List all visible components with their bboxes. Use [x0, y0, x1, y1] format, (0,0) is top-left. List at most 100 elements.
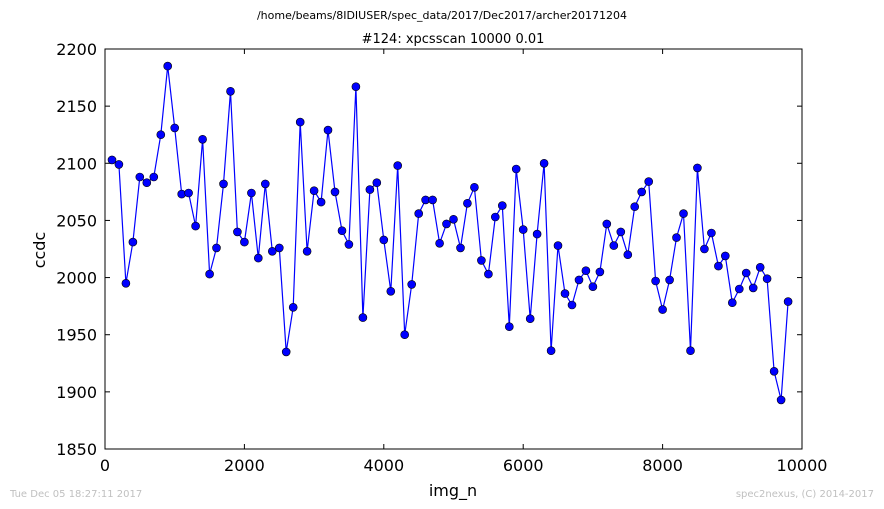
data-point-6	[149, 172, 159, 182]
y-axis-label: ccdc	[30, 232, 49, 269]
data-point-63	[546, 346, 556, 356]
data-point-22	[260, 179, 270, 189]
x-axis: 0 2000 4000 6000 8000 10000	[100, 49, 828, 475]
data-point-53	[477, 256, 486, 265]
data-point-71	[602, 219, 612, 229]
data-point-27	[295, 117, 305, 127]
footer-timestamp: Tue Dec 05 18:27:11 2017	[10, 489, 143, 500]
data-point-11	[184, 188, 193, 198]
data-point-79	[658, 305, 667, 314]
data-point-9	[170, 123, 179, 133]
data-point-62	[539, 159, 549, 168]
data-point-95	[769, 366, 779, 376]
data-point-37	[365, 185, 375, 194]
data-point-51	[463, 199, 472, 208]
data-point-57	[504, 322, 514, 332]
chart-suptitle: /home/beams/8IDIUSER/spec_data/2017/Dec2…	[257, 9, 627, 22]
data-point-32	[330, 187, 340, 197]
data-point-96	[776, 395, 786, 405]
data-point-33	[337, 226, 347, 235]
y-tick-label-5: 2100	[56, 154, 97, 173]
y-tick-label-4: 2050	[56, 211, 97, 230]
data-point-7	[156, 130, 166, 139]
data-point-48	[442, 219, 451, 229]
data-point-18	[233, 227, 242, 237]
data-point-68	[581, 266, 591, 276]
data-point-8	[163, 61, 172, 71]
data-point-61	[532, 229, 542, 239]
data-point-42	[400, 330, 410, 340]
data-point-52	[470, 183, 479, 192]
data-point-41	[393, 161, 403, 170]
data-point-56	[497, 201, 507, 210]
data-point-88	[720, 251, 730, 261]
data-point-38	[372, 178, 382, 187]
y-tick-label-6: 2150	[56, 97, 97, 116]
x-tick-label-5: 10000	[777, 456, 828, 475]
y-tick-label-3: 2000	[56, 269, 97, 288]
data-point-25	[281, 347, 291, 357]
data-point-34	[344, 240, 354, 249]
data-point-58	[511, 164, 521, 174]
data-point-82	[679, 209, 688, 218]
data-point-55	[490, 212, 500, 222]
data-point-46	[428, 195, 437, 205]
data-point-69	[588, 282, 598, 292]
data-point-43	[407, 280, 417, 289]
x-tick-label-0: 0	[100, 456, 110, 475]
x-tick-label-1: 2000	[224, 456, 265, 475]
data-point-74	[623, 250, 633, 259]
data-point-59	[518, 225, 528, 234]
data-point-17	[226, 87, 235, 96]
data-point-2	[121, 278, 131, 288]
data-point-97	[783, 297, 793, 306]
y-tick-label-1: 1900	[56, 383, 97, 402]
y-tick-label-2: 1950	[56, 326, 97, 345]
data-point-66	[567, 300, 577, 310]
data-point-85	[700, 244, 709, 254]
data-point-4	[135, 172, 145, 182]
data-point-24	[274, 243, 284, 253]
data-point-15	[212, 243, 221, 253]
data-point-91	[741, 268, 751, 278]
data-point-1	[114, 160, 124, 169]
data-point-39	[379, 235, 389, 245]
data-point-21	[253, 253, 263, 263]
data-point-0	[107, 155, 117, 165]
data-point-5	[142, 178, 152, 187]
data-point-36	[358, 313, 368, 322]
footer-credit: spec2nexus, (C) 2014-2017	[735, 489, 874, 500]
data-point-80	[665, 275, 674, 285]
data-point-26	[288, 302, 298, 312]
x-axis-label: img_n	[429, 481, 477, 501]
data-point-20	[247, 188, 256, 198]
data-point-16	[219, 179, 228, 189]
data-point-50	[456, 243, 465, 253]
data-point-75	[630, 202, 640, 211]
data-point-86	[707, 228, 716, 238]
data-point-73	[616, 227, 626, 237]
data-point-44	[414, 209, 424, 218]
data-point-29	[309, 186, 319, 195]
data-point-14	[205, 269, 214, 279]
y-tick-label-0: 1850	[56, 440, 97, 459]
data-point-83	[686, 346, 695, 356]
data-point-94	[762, 274, 772, 284]
data-point-49	[449, 215, 458, 224]
y-tick-label-7: 2200	[56, 40, 97, 59]
data-point-31	[323, 125, 333, 135]
x-tick-label-2: 4000	[363, 456, 404, 475]
y-axis: 1850 1900 1950 2000 2050 2100 2150 2200	[56, 40, 802, 459]
data-point-40	[386, 286, 396, 296]
data-point-60	[525, 314, 535, 324]
data-point-89	[727, 298, 737, 308]
data-point-67	[574, 275, 584, 285]
data-point-93	[755, 262, 765, 272]
data-point-90	[734, 284, 744, 294]
chart-title: #124: xpcsscan 10000 0.01	[362, 32, 545, 47]
data-point-78	[651, 276, 660, 286]
data-point-72	[609, 241, 619, 250]
data-point-81	[672, 233, 681, 242]
data-point-64	[553, 241, 563, 250]
data-point-35	[351, 82, 361, 91]
